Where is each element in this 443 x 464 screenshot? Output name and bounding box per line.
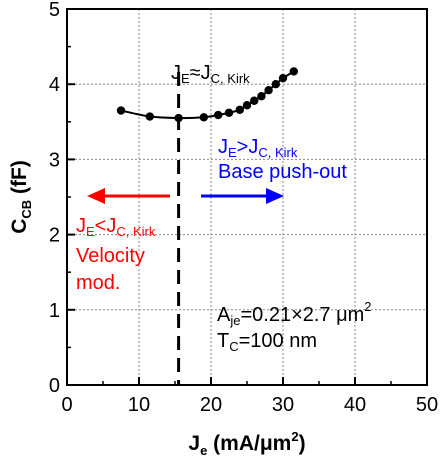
ylabel-sub: CB xyxy=(19,200,34,219)
x-tick-label: 30 xyxy=(272,394,294,416)
params-b-sup: 2 xyxy=(364,299,371,314)
xlabel-main: J xyxy=(188,432,200,455)
y-tick-label: 5 xyxy=(49,0,60,21)
vline-label-b-sub: C, Kirk xyxy=(211,71,251,86)
left-arrow xyxy=(87,188,170,204)
vline-label-a-sub: E xyxy=(181,71,190,86)
ticks xyxy=(66,8,428,386)
y-axis-title: CCB (fF) xyxy=(8,160,34,234)
vline-label: JE≈JC, Kirk xyxy=(171,62,250,86)
y-tick-labels: 0 1 2 3 4 5 xyxy=(49,0,60,397)
vline-label-a: J xyxy=(171,62,181,84)
params-c-sub: C xyxy=(229,339,238,354)
left-ann-b: <J xyxy=(95,215,117,237)
y-tick-label: 4 xyxy=(49,74,60,96)
data-point xyxy=(289,67,298,76)
params-b: =0.21×2.7 μm xyxy=(240,304,364,326)
y-tick-label: 0 xyxy=(49,375,60,397)
params-line2: TC=100 nm xyxy=(217,330,317,354)
data-points xyxy=(116,67,298,123)
xlabel-tail: ) xyxy=(299,432,306,455)
x-axis-title: Je (mA/μm2) xyxy=(188,429,305,458)
left-annotation-line3: mod. xyxy=(76,272,120,294)
right-annotation-line1: JE>JC, Kirk xyxy=(218,136,298,160)
params-d: =100 nm xyxy=(239,330,317,352)
ylabel-rest: (fF) xyxy=(8,160,31,200)
data-point xyxy=(116,106,126,115)
xlabel-rest: (mA/μm xyxy=(207,432,291,455)
data-point xyxy=(278,73,288,83)
right-ann-b: >J xyxy=(237,136,259,158)
right-ann-b-sub: C, Kirk xyxy=(258,145,298,160)
right-ann-a: J xyxy=(218,136,228,158)
x-tick-label: 50 xyxy=(416,394,438,416)
data-point xyxy=(257,92,266,101)
data-point xyxy=(264,86,273,95)
xlabel-sub: e xyxy=(200,443,207,458)
data-point xyxy=(199,113,208,122)
right-arrow xyxy=(201,188,284,204)
x-tick-label: 20 xyxy=(200,394,222,416)
data-point xyxy=(250,96,259,105)
data-point xyxy=(242,101,252,110)
params-a: A xyxy=(217,304,231,326)
left-annotation-line1: JE<JC, Kirk xyxy=(76,215,156,239)
left-ann-a-sub: E xyxy=(86,224,95,239)
y-tick-label: 3 xyxy=(49,149,60,171)
data-point xyxy=(224,108,234,117)
left-ann-a: J xyxy=(76,215,86,237)
right-annotation-line2: Base push-out xyxy=(218,161,347,183)
params-a-sub: je xyxy=(229,313,240,328)
data-point xyxy=(145,112,154,121)
x-tick-label: 0 xyxy=(61,394,72,416)
right-ann-a-sub: E xyxy=(228,145,237,160)
left-ann-b-sub: C, Kirk xyxy=(116,224,156,239)
data-point xyxy=(271,80,280,89)
data-point xyxy=(174,113,183,123)
data-point xyxy=(235,105,244,114)
params-line1: Aje=0.21×2.7 μm2 xyxy=(217,299,372,328)
vline-label-b: ≈J xyxy=(190,62,211,84)
y-tick-label: 1 xyxy=(49,300,60,322)
ylabel-main: C xyxy=(8,219,31,234)
xlabel-sup: 2 xyxy=(291,429,298,444)
left-annotation-line2: Velocity xyxy=(76,245,145,267)
x-tick-label: 10 xyxy=(128,394,150,416)
x-tick-labels: 0 10 20 30 40 50 xyxy=(61,394,438,416)
x-tick-label: 40 xyxy=(344,394,366,416)
data-point xyxy=(214,110,223,120)
params-c: T xyxy=(217,330,229,352)
y-tick-label: 2 xyxy=(49,225,60,247)
